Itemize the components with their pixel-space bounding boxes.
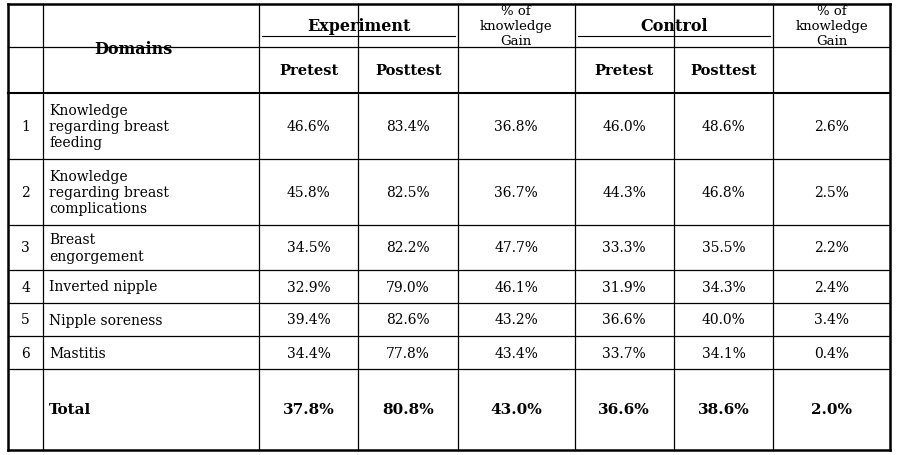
Text: Pretest: Pretest (594, 64, 654, 78)
Text: Mastitis: Mastitis (49, 346, 106, 360)
Text: 80.8%: 80.8% (383, 403, 434, 417)
Text: 2.0%: 2.0% (811, 403, 852, 417)
Text: 48.6%: 48.6% (701, 120, 745, 134)
Text: 46.1%: 46.1% (494, 280, 538, 294)
Text: Breast
engorgement: Breast engorgement (49, 233, 144, 263)
Text: Nipple soreness: Nipple soreness (49, 313, 163, 327)
Text: Knowledge
regarding breast
feeding: Knowledge regarding breast feeding (49, 104, 169, 150)
Text: 46.8%: 46.8% (701, 186, 745, 200)
Text: Posttest: Posttest (691, 64, 757, 78)
Text: 33.7%: 33.7% (603, 346, 646, 360)
Text: Knowledge
regarding breast
complications: Knowledge regarding breast complications (49, 169, 169, 216)
Text: 82.2%: 82.2% (386, 241, 430, 255)
Text: 34.1%: 34.1% (701, 346, 745, 360)
Text: 38.6%: 38.6% (698, 403, 750, 417)
Text: 2.4%: 2.4% (814, 280, 850, 294)
Text: Control: Control (640, 18, 708, 35)
Text: 34.4%: 34.4% (286, 346, 330, 360)
Text: 2.5%: 2.5% (814, 186, 849, 200)
Text: 2: 2 (22, 186, 30, 200)
Text: 3: 3 (22, 241, 30, 255)
Text: 32.9%: 32.9% (287, 280, 330, 294)
Text: % of
knowledge
Gain: % of knowledge Gain (480, 5, 552, 48)
Text: 33.3%: 33.3% (603, 241, 646, 255)
Text: Domains: Domains (94, 41, 172, 58)
Text: 77.8%: 77.8% (386, 346, 430, 360)
Text: Posttest: Posttest (374, 64, 441, 78)
Text: 2.6%: 2.6% (814, 120, 849, 134)
Text: 82.5%: 82.5% (386, 186, 430, 200)
Text: 82.6%: 82.6% (386, 313, 430, 327)
Text: 0.4%: 0.4% (814, 346, 850, 360)
Text: 4: 4 (21, 280, 30, 294)
Text: 5: 5 (22, 313, 30, 327)
Text: 1: 1 (21, 120, 30, 134)
Text: 39.4%: 39.4% (287, 313, 330, 327)
Text: 35.5%: 35.5% (701, 241, 745, 255)
Text: 2.2%: 2.2% (814, 241, 849, 255)
Text: 36.6%: 36.6% (603, 313, 646, 327)
Text: 34.3%: 34.3% (701, 280, 745, 294)
Text: 6: 6 (22, 346, 30, 360)
Text: 36.8%: 36.8% (495, 120, 538, 134)
Text: 31.9%: 31.9% (603, 280, 646, 294)
Text: % of
knowledge
Gain: % of knowledge Gain (796, 5, 867, 48)
Text: 36.6%: 36.6% (598, 403, 650, 417)
Text: 45.8%: 45.8% (287, 186, 330, 200)
Text: 79.0%: 79.0% (386, 280, 430, 294)
Text: Experiment: Experiment (307, 18, 410, 35)
Text: 46.6%: 46.6% (287, 120, 330, 134)
Text: 47.7%: 47.7% (494, 241, 538, 255)
Text: 44.3%: 44.3% (603, 186, 647, 200)
Text: Inverted nipple: Inverted nipple (49, 280, 157, 294)
Text: 36.7%: 36.7% (494, 186, 538, 200)
Text: Total: Total (49, 403, 92, 417)
Text: 34.5%: 34.5% (287, 241, 330, 255)
Text: 46.0%: 46.0% (603, 120, 646, 134)
Text: 83.4%: 83.4% (386, 120, 430, 134)
Text: 43.0%: 43.0% (490, 403, 542, 417)
Text: 43.4%: 43.4% (494, 346, 538, 360)
Text: 40.0%: 40.0% (701, 313, 745, 327)
Text: 37.8%: 37.8% (283, 403, 335, 417)
Text: 43.2%: 43.2% (494, 313, 538, 327)
Text: 3.4%: 3.4% (814, 313, 850, 327)
Text: Pretest: Pretest (279, 64, 339, 78)
